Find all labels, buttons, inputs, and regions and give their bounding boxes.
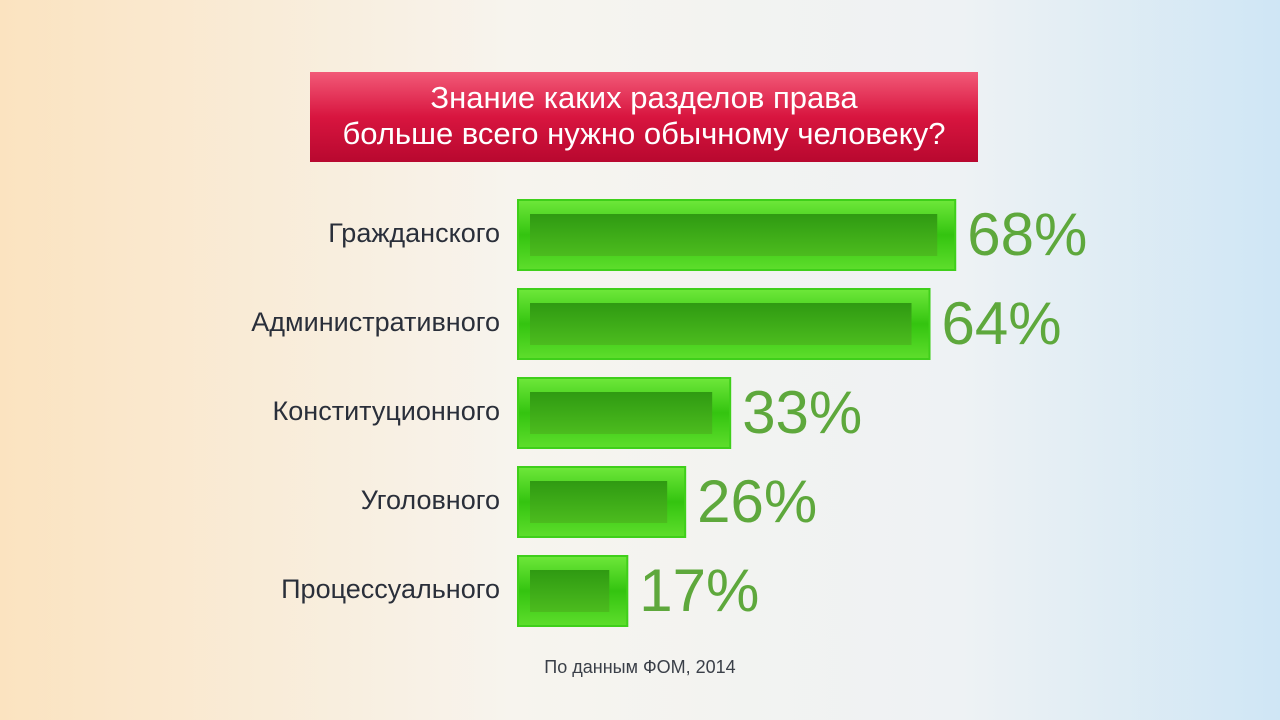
title-box: [310, 72, 978, 162]
value-label: 64%: [942, 290, 1062, 357]
value-label: 68%: [967, 201, 1087, 268]
category-label: Административного: [251, 307, 500, 337]
chart-title: Знание каких разделов права: [430, 80, 858, 115]
bar-inner: [530, 303, 912, 345]
value-label: 33%: [742, 379, 862, 446]
bar-inner: [530, 214, 938, 256]
bar-inner: [530, 570, 610, 612]
category-label: Процессуального: [281, 574, 500, 604]
value-label: 17%: [639, 557, 759, 624]
category-label: Уголовного: [361, 485, 500, 515]
bar-inner: [530, 481, 668, 523]
category-label: Конституционного: [273, 396, 500, 426]
source: По данным ФОМ, 2014: [544, 657, 735, 677]
value-label: 26%: [697, 468, 817, 535]
category-label: Гражданского: [328, 218, 500, 248]
chart-title: больше всего нужно обычному человеку?: [343, 116, 946, 151]
bar-inner: [530, 392, 713, 434]
